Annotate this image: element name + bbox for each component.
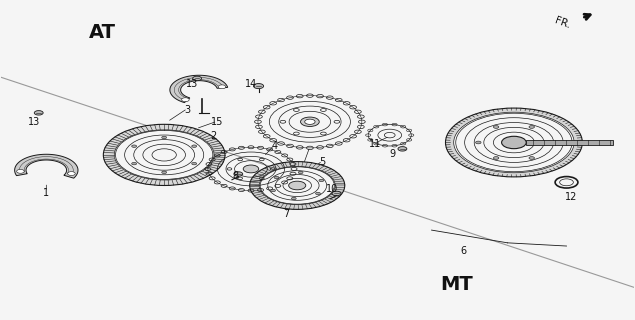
Text: 12: 12 xyxy=(565,192,577,202)
Circle shape xyxy=(131,145,137,148)
Circle shape xyxy=(17,169,24,173)
Text: 13: 13 xyxy=(27,117,40,127)
Text: AT: AT xyxy=(88,23,116,42)
Circle shape xyxy=(104,124,225,186)
Text: 13: 13 xyxy=(186,78,198,89)
Circle shape xyxy=(162,171,166,173)
Circle shape xyxy=(547,141,552,144)
Circle shape xyxy=(453,112,574,173)
Text: 15: 15 xyxy=(211,117,224,127)
Text: 6: 6 xyxy=(460,246,466,256)
Circle shape xyxy=(291,197,296,200)
Circle shape xyxy=(398,147,407,151)
Text: 10: 10 xyxy=(326,184,338,194)
Polygon shape xyxy=(170,75,228,103)
Circle shape xyxy=(274,176,279,179)
Text: 1: 1 xyxy=(43,188,50,198)
Circle shape xyxy=(34,111,43,115)
Circle shape xyxy=(502,136,526,149)
Circle shape xyxy=(67,172,75,175)
Circle shape xyxy=(493,126,499,128)
Text: 8: 8 xyxy=(232,171,238,181)
Text: 5: 5 xyxy=(319,156,326,167)
Circle shape xyxy=(476,141,481,144)
Circle shape xyxy=(234,172,243,176)
Text: 14: 14 xyxy=(245,78,257,89)
Circle shape xyxy=(114,130,214,180)
Circle shape xyxy=(493,156,499,159)
Text: 3: 3 xyxy=(185,105,190,115)
Circle shape xyxy=(182,98,189,102)
Text: 9: 9 xyxy=(389,148,396,159)
Circle shape xyxy=(446,108,582,177)
Circle shape xyxy=(300,117,319,126)
Circle shape xyxy=(243,165,258,173)
Text: 7: 7 xyxy=(283,209,289,219)
Circle shape xyxy=(131,162,137,165)
Circle shape xyxy=(192,145,197,148)
Circle shape xyxy=(319,179,324,182)
Polygon shape xyxy=(15,154,78,178)
Text: 2: 2 xyxy=(210,131,217,141)
Circle shape xyxy=(332,191,341,196)
Circle shape xyxy=(253,84,264,89)
Circle shape xyxy=(250,162,345,209)
Circle shape xyxy=(218,85,226,89)
Circle shape xyxy=(529,156,535,159)
Text: 4: 4 xyxy=(271,141,277,151)
Text: 11: 11 xyxy=(369,139,381,149)
Circle shape xyxy=(289,181,306,190)
Circle shape xyxy=(298,171,303,174)
Circle shape xyxy=(259,166,335,204)
Circle shape xyxy=(529,126,535,128)
Circle shape xyxy=(316,192,320,195)
Circle shape xyxy=(192,162,197,165)
FancyBboxPatch shape xyxy=(526,140,613,145)
Text: FR.: FR. xyxy=(554,16,572,30)
Circle shape xyxy=(162,136,166,139)
Circle shape xyxy=(271,189,276,192)
Circle shape xyxy=(305,119,315,124)
Text: MT: MT xyxy=(441,275,473,294)
Circle shape xyxy=(192,76,201,81)
